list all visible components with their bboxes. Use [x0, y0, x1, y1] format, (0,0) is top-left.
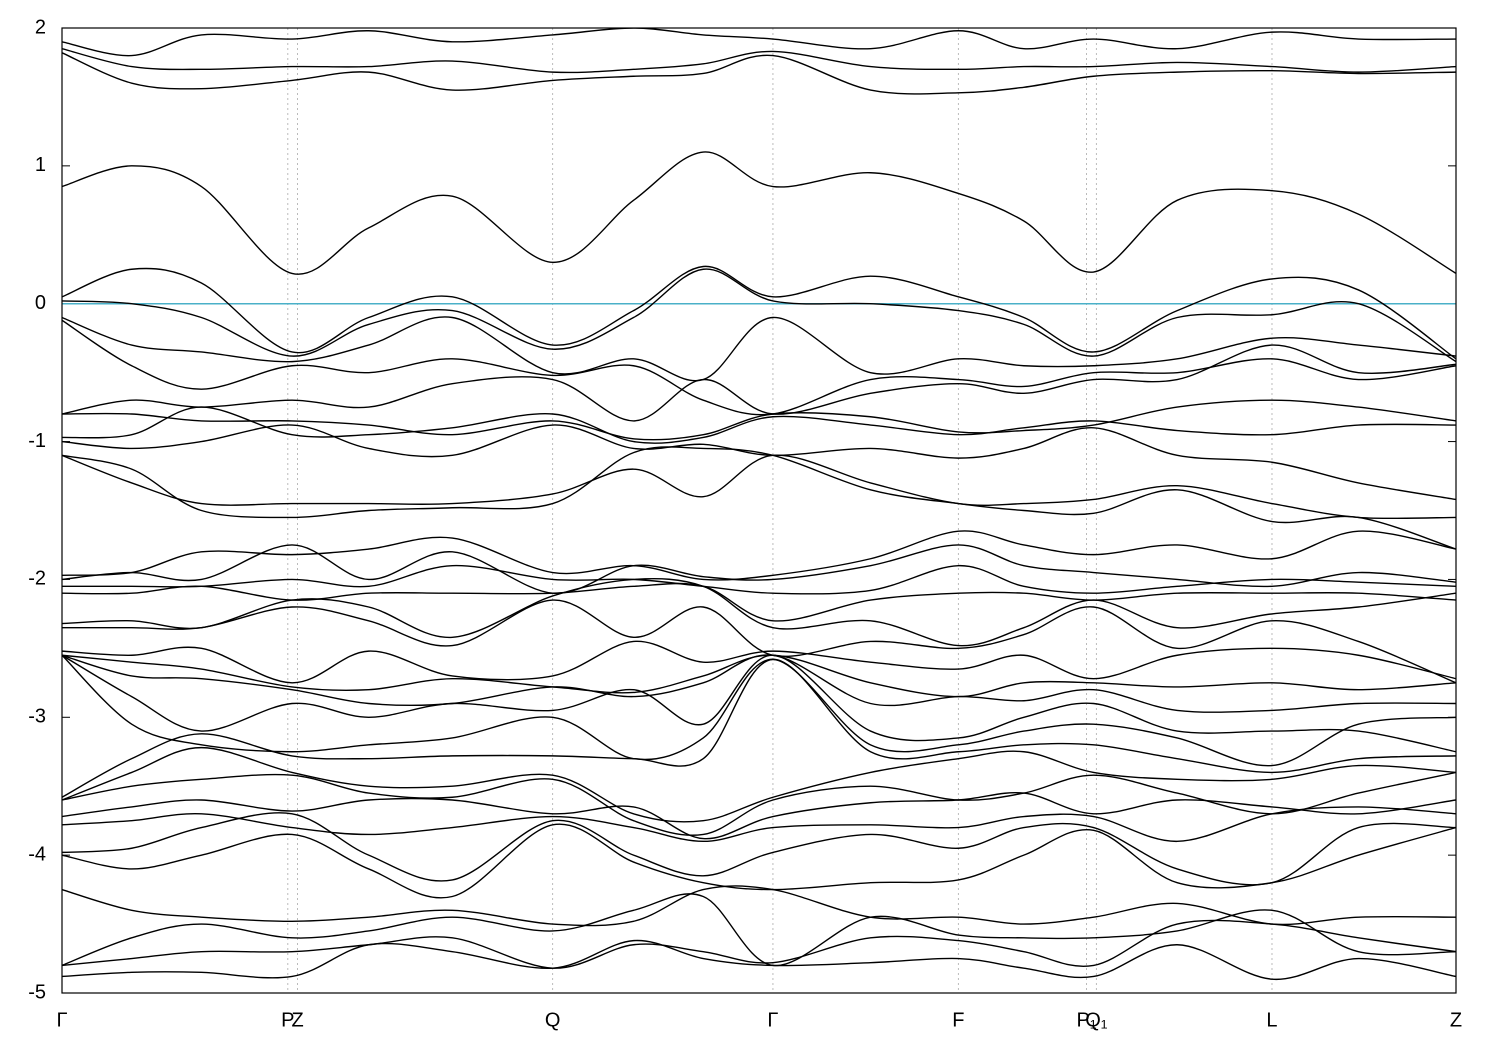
band-line — [62, 654, 1456, 767]
band-line — [62, 654, 1456, 698]
y-tick-label: -2 — [28, 568, 46, 590]
band-line — [62, 530, 1456, 581]
y-tick-label: -5 — [28, 981, 46, 1003]
y-tick-label: 1 — [35, 154, 46, 176]
band-line — [62, 578, 1456, 647]
band-line — [62, 806, 1456, 843]
band-line — [62, 564, 1456, 595]
band-line — [62, 791, 1456, 840]
x-tick-label: P — [281, 1009, 294, 1031]
x-tick-label: F — [952, 1009, 964, 1031]
x-tick-label: L — [1266, 1009, 1277, 1031]
band-line — [62, 268, 1456, 363]
band-line — [62, 399, 1456, 441]
band-line — [62, 52, 1456, 95]
band-line — [62, 746, 1456, 823]
band-line — [62, 344, 1456, 422]
band-line — [62, 265, 1456, 360]
x-tick-label: Γ — [767, 1009, 778, 1031]
band-line — [62, 151, 1456, 275]
y-tick-label: 0 — [35, 292, 46, 314]
band-line — [62, 599, 1456, 684]
band-line — [62, 28, 1456, 57]
x-tick-label: Z — [1450, 1009, 1462, 1031]
bands — [62, 28, 1456, 980]
band-line — [62, 812, 1456, 886]
band-line — [62, 406, 1456, 444]
band-line — [62, 454, 1456, 520]
x-tick-label: Z — [291, 1009, 303, 1031]
x-tick-label: Q₁ — [1085, 1009, 1108, 1031]
band-line — [62, 885, 1456, 927]
band-line — [62, 319, 1456, 416]
band-line — [62, 316, 1456, 382]
band-line — [62, 654, 1456, 753]
x-tick-label: Q — [545, 1009, 561, 1031]
band-line — [62, 582, 1456, 622]
band-line — [62, 640, 1456, 684]
band-line — [62, 823, 1456, 899]
band-line — [62, 654, 1456, 713]
band-line — [62, 893, 1456, 967]
band-line — [62, 424, 1456, 501]
y-tick-label: -1 — [28, 430, 46, 452]
band-line — [62, 771, 1456, 836]
y-tick-label: 2 — [35, 16, 46, 38]
grid — [61, 27, 1457, 994]
y-tick-label: -4 — [28, 843, 46, 865]
band-line — [62, 919, 1456, 969]
plot-frame — [61, 27, 1457, 994]
x-tick-label: P₁ — [1077, 1009, 1097, 1031]
band-line — [62, 544, 1456, 594]
x-tick-label: Γ — [56, 1009, 67, 1031]
band-line — [62, 48, 1456, 74]
band-line — [62, 446, 1456, 550]
band-line — [62, 658, 1456, 798]
band-line — [62, 939, 1456, 980]
y-tick-label: -3 — [28, 706, 46, 728]
